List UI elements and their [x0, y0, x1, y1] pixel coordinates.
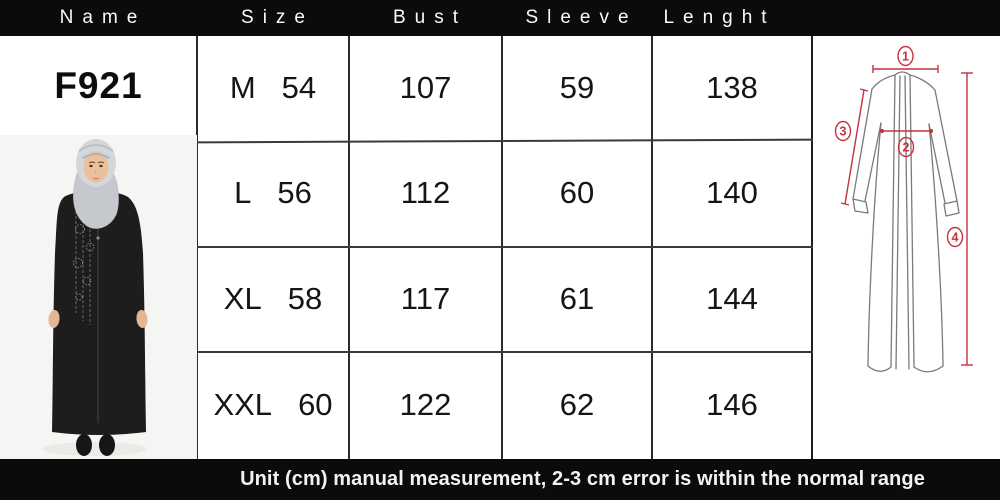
cell-length: 140 — [706, 175, 758, 210]
column-header-name: Name — [59, 7, 147, 28]
hijab-drape — [73, 170, 119, 229]
measurement-lines — [834, 45, 973, 366]
column-header-length: Lenght — [663, 7, 776, 28]
shoe — [76, 434, 92, 456]
size-label: XL — [223, 280, 262, 316]
column-header-size: Size — [241, 7, 314, 28]
shoe — [99, 434, 115, 456]
size-label: XXL — [213, 387, 273, 422]
product-photo — [0, 135, 197, 460]
garment-outline — [852, 71, 960, 373]
marker-2: 2 — [903, 141, 910, 155]
size-label: L — [234, 175, 252, 210]
cell-length: 144 — [706, 280, 758, 316]
column-header-bust: Bust — [392, 7, 468, 28]
cell-bust: 117 — [400, 280, 451, 316]
cell-size-m: M 54 — [197, 36, 349, 140]
table-header-bar: Name Size Bust Sleeve Lenght — [0, 0, 1000, 36]
marker-3: 3 — [840, 125, 847, 139]
measurement-marker-numbers: 1 2 3 4 — [840, 50, 959, 245]
size-label: M — [229, 70, 256, 105]
cell-sleeve: 60 — [559, 175, 595, 210]
marker-1: 1 — [902, 50, 909, 64]
column-header-sleeve: Sleeve — [525, 7, 638, 28]
cell-size-xl: XL 58 — [197, 246, 349, 351]
size-number: 56 — [277, 175, 312, 210]
cell-length: 146 — [706, 387, 758, 422]
measurement-note: Unit (cm) manual measurement, 2-3 cm err… — [240, 468, 925, 490]
grid-hline — [197, 351, 813, 353]
lips — [92, 177, 100, 180]
footer-bar: Unit (cm) manual measurement, 2-3 cm err… — [0, 459, 1000, 500]
cell-bust: 112 — [400, 175, 451, 210]
cell-size-xxl: XXL 60 — [197, 351, 349, 459]
hand — [48, 310, 60, 328]
marker-4: 4 — [952, 231, 959, 245]
measurement-diagram: 1 2 3 4 — [834, 45, 973, 373]
grid-hline — [197, 246, 813, 248]
zipper-pull — [96, 236, 100, 240]
product-code: F921 — [54, 64, 143, 106]
size-number: 60 — [298, 387, 333, 422]
cell-sleeve: 59 — [559, 70, 595, 105]
size-number: 54 — [281, 70, 317, 105]
abaya-silhouette — [52, 191, 146, 435]
size-number: 58 — [287, 280, 323, 316]
cell-sleeve: 62 — [559, 387, 595, 422]
face — [83, 151, 109, 183]
cell-sleeve: 61 — [559, 280, 595, 316]
embroidery-motifs — [73, 211, 95, 325]
hand — [136, 310, 148, 328]
cell-bust: 122 — [399, 387, 452, 422]
cell-size-l: L 56 — [197, 140, 349, 246]
cell-length: 138 — [706, 70, 758, 105]
cell-bust: 107 — [399, 70, 452, 105]
